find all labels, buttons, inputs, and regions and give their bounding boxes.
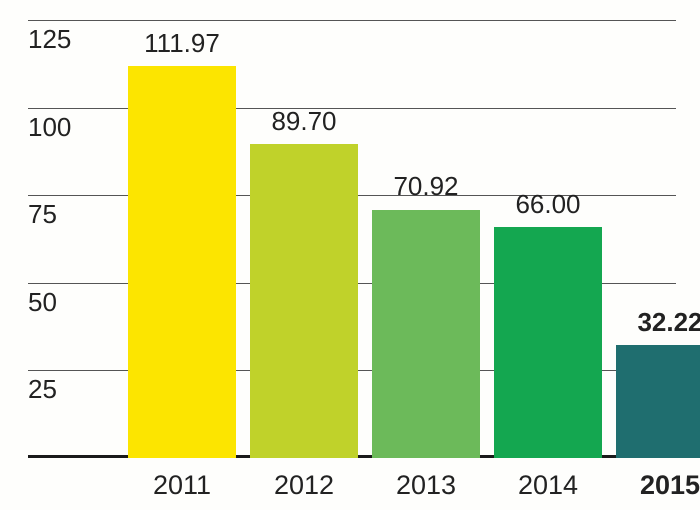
- x-tick-label: 2014: [494, 472, 602, 499]
- bar-value-label: 89.70: [250, 108, 358, 134]
- y-tick-label: 100: [28, 114, 71, 140]
- y-tick-label: 25: [28, 376, 57, 402]
- y-tick-label: 75: [28, 201, 57, 227]
- x-tick-label: 2013: [372, 472, 480, 499]
- bar-chart: 25 50 75 100 125 111.97 2011 89.70 2012 70.92 2013…: [0, 0, 700, 510]
- bar: [372, 210, 480, 459]
- x-tick-label: 2011: [128, 472, 236, 499]
- plot-area: 255075100125111.97201189.70201270.922013…: [28, 20, 676, 458]
- gridline: [28, 20, 676, 21]
- x-tick-label: 2015: [616, 472, 700, 499]
- bar: [494, 227, 602, 458]
- bar-value-label: 66.00: [494, 191, 602, 217]
- y-tick-label: 125: [28, 26, 71, 52]
- bar-value-label: 70.92: [372, 173, 480, 199]
- bar-value-label: 32.22: [616, 309, 700, 335]
- bar: [616, 345, 700, 458]
- y-tick-label: 50: [28, 289, 57, 315]
- bar: [250, 144, 358, 458]
- bar-value-label: 111.97: [128, 30, 236, 56]
- x-tick-label: 2012: [250, 472, 358, 499]
- bar: [128, 66, 236, 458]
